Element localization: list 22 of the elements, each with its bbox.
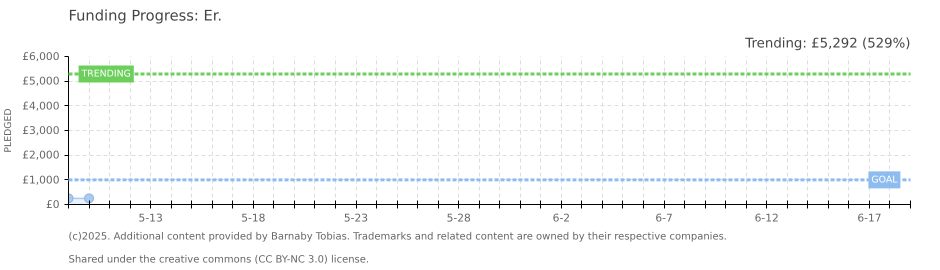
y-tick-label: £1,000	[22, 173, 60, 186]
y-tick-label: £2,000	[22, 148, 60, 162]
x-tick-label: 5-28	[446, 212, 472, 224]
ref-line-label: TRENDING	[80, 68, 131, 80]
x-tick-label: 6-12	[754, 212, 779, 224]
text: (c)2025. Additional content provided by Barnaby Tobias. Trademarks and related content are owned by their respective companies.	[68, 232, 727, 242]
ref-line-label: GOAL	[871, 174, 898, 186]
y-tick-label: £6,000	[22, 50, 60, 63]
y-tick-label: £3,000	[22, 124, 60, 137]
y-tick-label: £0	[46, 198, 60, 211]
y-tick-label: £5,000	[22, 74, 60, 88]
x-tick-label: 5-18	[241, 212, 266, 224]
chart-title: Funding Progress: Er.	[68, 8, 222, 24]
text: Shared under the creative commons (CC BY-NC 3.0) license.	[68, 254, 370, 266]
x-tick-label: 6-17	[857, 212, 882, 224]
x-tick-label: 5-23	[344, 212, 368, 224]
x-tick-label: 6-2	[552, 212, 570, 224]
y-axis-title: PLEDGED	[3, 108, 14, 153]
x-tick-label: 6-7	[655, 212, 673, 224]
chart-subtitle: Trending: £5,292 (529%)	[744, 36, 911, 52]
x-tick-label: 5-13	[138, 212, 163, 224]
y-tick-label: £4,000	[22, 99, 60, 112]
